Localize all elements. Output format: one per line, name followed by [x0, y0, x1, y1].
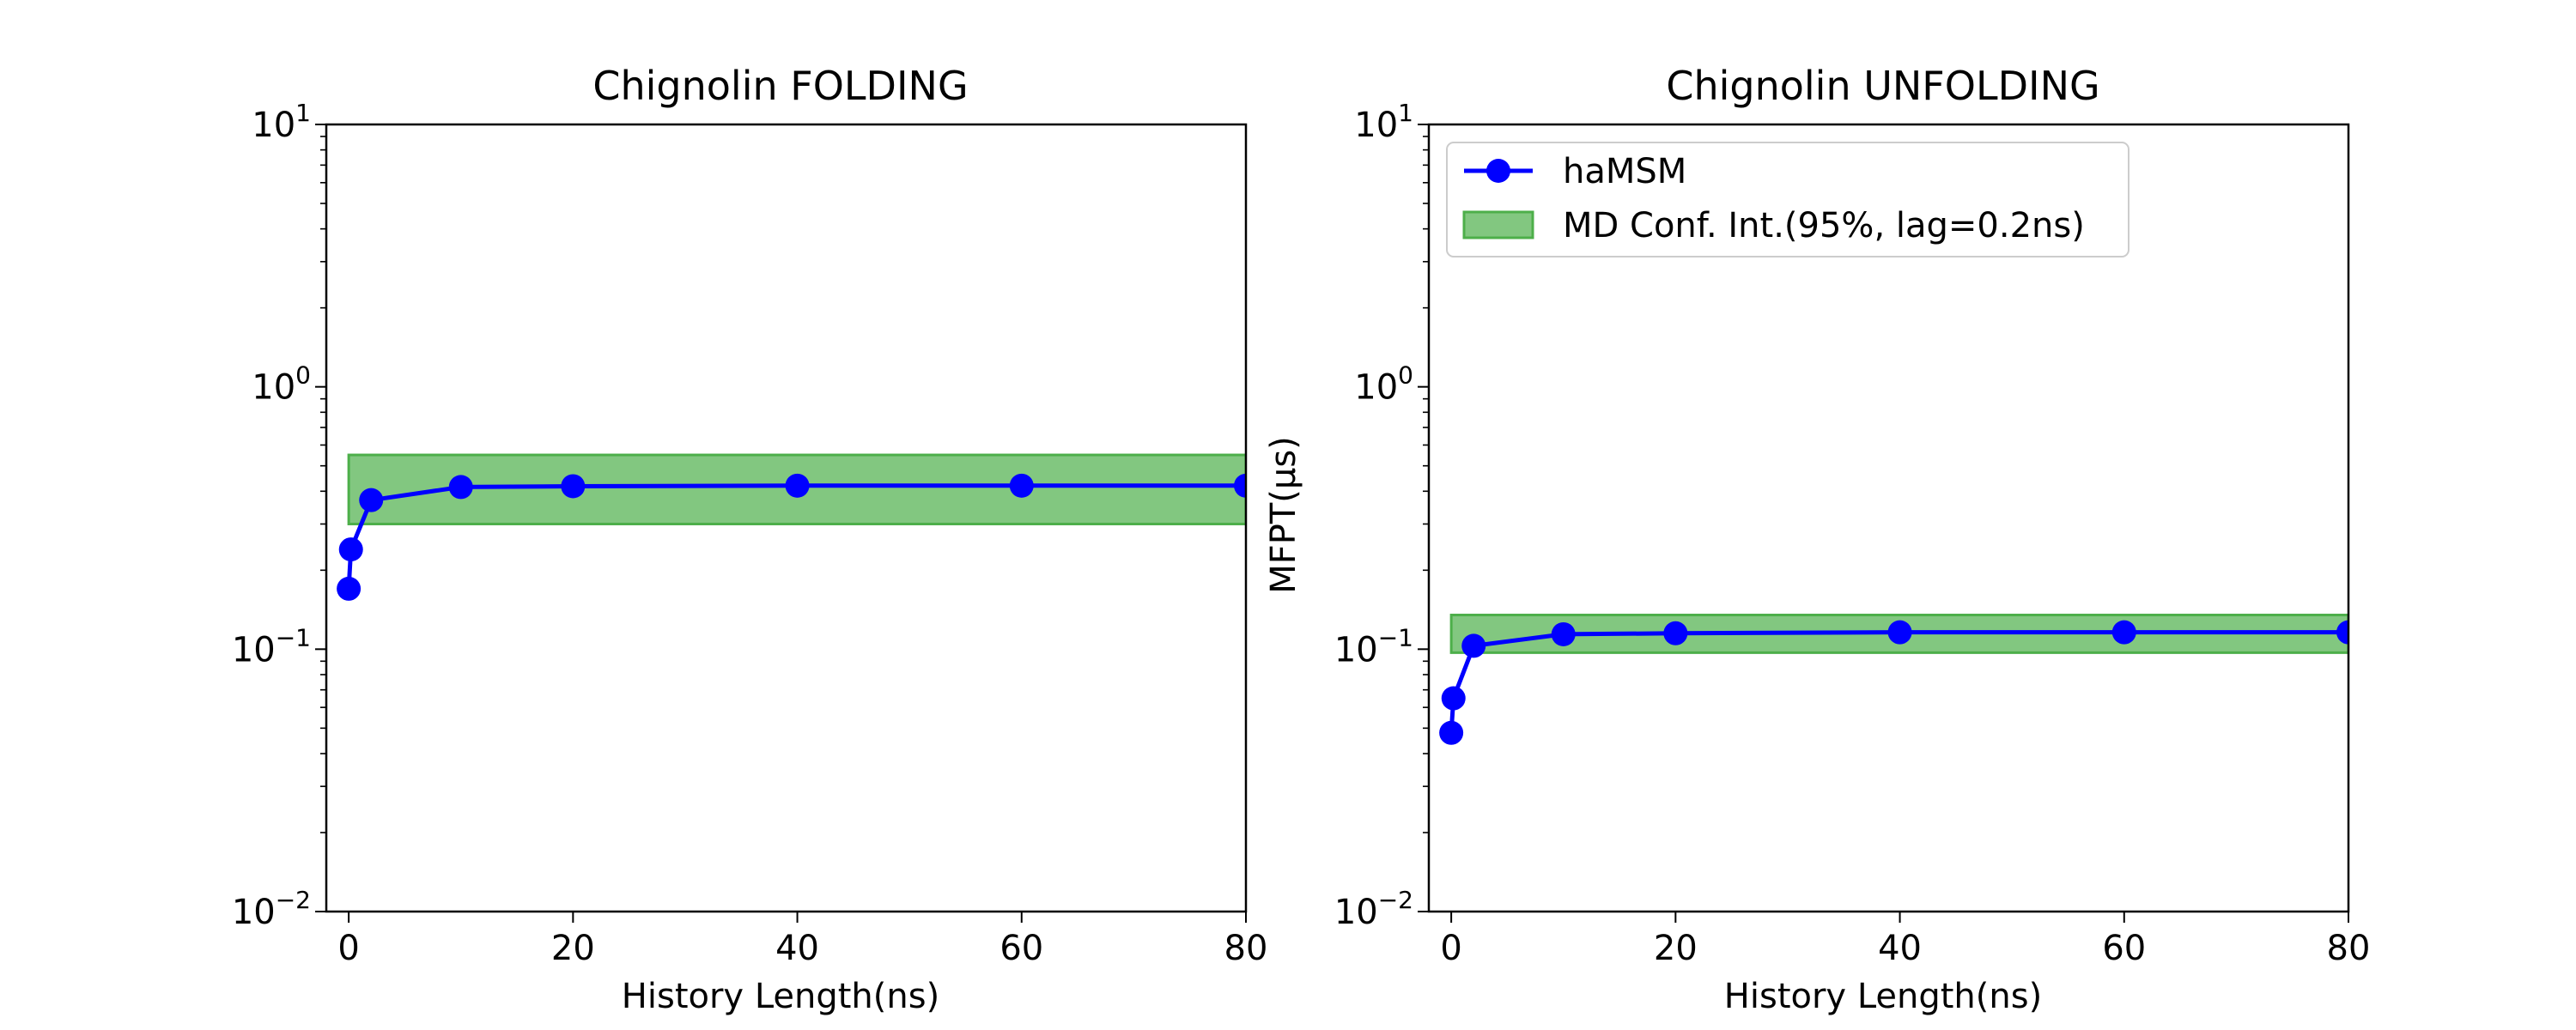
- axes-frame: [1427, 123, 2350, 913]
- legend-frame: [1446, 142, 2129, 258]
- data-point-hamsm: [2111, 620, 2136, 645]
- data-point-hamsm: [1887, 620, 1912, 645]
- y-axis-label-unfolding: MFPT(μs): [1264, 436, 1303, 594]
- x-tick-label: 60: [2102, 929, 2146, 968]
- legend-label-md-band: MD Conf. Int.(95%, lag=0.2ns): [1563, 206, 2085, 245]
- legend-label-hamsm: haMSM: [1563, 152, 1686, 191]
- x-tick-label: 80: [2327, 929, 2371, 968]
- chart-title-folding: Chignolin FOLDING: [592, 63, 968, 109]
- data-point-hamsm: [448, 475, 473, 500]
- legend-band-swatch: [1462, 210, 1534, 239]
- data-point-hamsm: [561, 474, 586, 499]
- data-point-hamsm: [338, 537, 363, 562]
- x-tick-label: 0: [337, 929, 359, 968]
- legend-marker-swatch: [1486, 159, 1510, 183]
- x-axis-label-folding: History Length(ns): [622, 977, 939, 1016]
- x-tick-label: 80: [1224, 929, 1268, 968]
- y-tick-label: 10−2: [232, 886, 311, 932]
- panel-unfolding: Chignolin UNFOLDING History Length(ns) M…: [1264, 63, 2370, 1016]
- data-point-hamsm: [1009, 473, 1034, 498]
- x-tick-label: 20: [551, 929, 595, 968]
- data-point-hamsm: [1234, 473, 1246, 498]
- data-point-hamsm: [1441, 686, 1466, 711]
- panel-folding: Chignolin FOLDING History Length(ns) 10−…: [232, 63, 1268, 1016]
- x-tick-label: 20: [1654, 929, 1698, 968]
- data-layer-folding: [337, 453, 1246, 601]
- y-tick-label: 101: [252, 99, 311, 145]
- y-tick-label: 100: [252, 361, 311, 408]
- x-tick-label: 40: [1878, 929, 1922, 968]
- data-point-hamsm: [1551, 621, 1576, 646]
- plot-area-folding: 10−2 10−1 100 101 0 20 40 60 80: [232, 99, 1268, 968]
- x-tick-label: 60: [999, 929, 1043, 968]
- chart-title-unfolding: Chignolin UNFOLDING: [1666, 63, 2099, 109]
- data-point-hamsm: [1461, 633, 1486, 658]
- data-point-hamsm: [2336, 620, 2348, 645]
- axes-frame: [325, 123, 1248, 913]
- x-tick-label: 0: [1440, 929, 1461, 968]
- data-point-hamsm: [785, 473, 810, 498]
- x-axis-label-unfolding: History Length(ns): [1724, 977, 2042, 1016]
- y-tick-label: 10−1: [232, 623, 311, 670]
- y-tick-label: 101: [1354, 99, 1413, 145]
- y-tick-label: 10−2: [1334, 886, 1413, 932]
- data-point-hamsm: [359, 488, 384, 512]
- data-layer-unfolding: [1439, 613, 2348, 745]
- y-tick-label: 10−1: [1334, 623, 1413, 670]
- y-tick-label: 100: [1354, 361, 1413, 408]
- data-point-hamsm: [1439, 720, 1464, 745]
- x-tick-label: 40: [775, 929, 819, 968]
- plot-area-unfolding: 10−2 10−1 100 101 0 20 40 60 80: [1334, 99, 2371, 968]
- data-point-hamsm: [1663, 621, 1688, 645]
- legend: haMSM MD Conf. Int.(95%, lag=0.2ns): [1446, 142, 2129, 258]
- data-point-hamsm: [337, 576, 361, 601]
